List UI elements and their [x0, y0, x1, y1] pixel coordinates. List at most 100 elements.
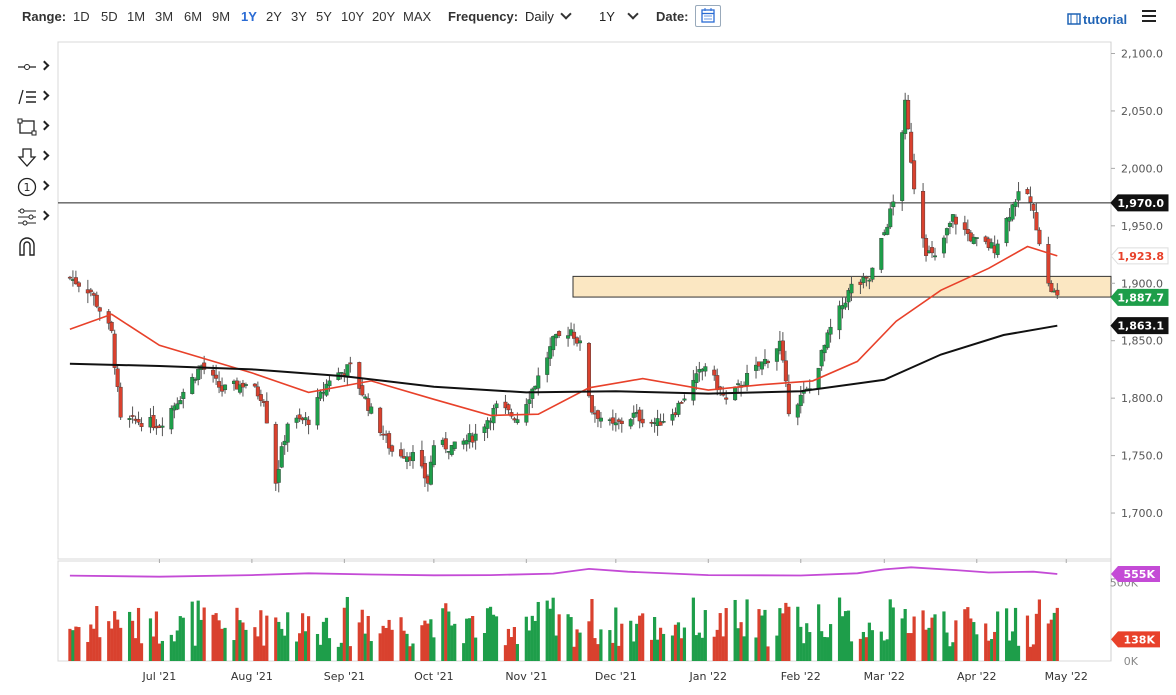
volume-bar: [253, 627, 257, 661]
volume-bar: [661, 633, 666, 661]
candle-body: [172, 405, 177, 411]
frequency-select[interactable]: Daily: [525, 8, 572, 24]
candle-body: [363, 396, 368, 399]
date-picker-button[interactable]: [695, 5, 721, 27]
candle-body: [303, 417, 308, 421]
candle-body: [297, 414, 302, 419]
candle-body: [1052, 290, 1057, 293]
indicator-tool[interactable]: [16, 206, 50, 228]
range-3y[interactable]: 3Y: [291, 9, 307, 24]
volume-bar: [295, 641, 299, 661]
candle-body: [822, 344, 827, 354]
candle: [91, 291, 96, 306]
volume-bar: [303, 631, 308, 661]
candle: [348, 356, 353, 373]
range-max[interactable]: MAX: [403, 9, 432, 24]
candle-body: [1016, 191, 1021, 201]
volume-bar: [700, 637, 704, 661]
candle-body: [595, 410, 600, 419]
range-1m[interactable]: 1M: [127, 9, 146, 24]
drawing-tools[interactable]: [16, 86, 50, 108]
candle-body: [697, 369, 702, 373]
candle: [220, 377, 225, 397]
candle-body: [190, 376, 195, 394]
volume-bar: [220, 628, 224, 661]
candle: [718, 385, 723, 396]
candle-body: [452, 441, 457, 449]
volume-bar: [864, 637, 868, 661]
x-tick-label: Aug '21: [231, 670, 273, 683]
candle: [139, 417, 144, 432]
candle-body: [661, 421, 666, 423]
candle: [106, 308, 111, 330]
candle: [452, 441, 457, 451]
tutorial-link[interactable]: tutorial: [1067, 12, 1127, 27]
volume-bar: [86, 641, 90, 661]
range-6m[interactable]: 6M: [184, 9, 203, 24]
crosshair-tool[interactable]: [16, 56, 50, 78]
candle: [494, 400, 499, 417]
candle-body: [607, 419, 612, 421]
candle-body: [858, 281, 863, 285]
candle: [697, 361, 702, 382]
volume-bar: [211, 614, 215, 661]
volume-bar: [715, 629, 719, 661]
range-5y[interactable]: 5Y: [316, 9, 332, 24]
volume-label-box: [1111, 631, 1160, 648]
range-5d[interactable]: 5D: [101, 9, 118, 24]
magnet-tool[interactable]: [16, 236, 50, 258]
candle: [640, 409, 645, 428]
hamburger-menu-icon[interactable]: [1142, 10, 1156, 24]
range-9m[interactable]: 9M: [212, 9, 231, 24]
volume-bar: [718, 613, 722, 661]
candle-body: [193, 379, 198, 381]
candle-body: [679, 402, 684, 404]
volume-bar: [679, 638, 684, 661]
price-label-box: [1110, 247, 1169, 265]
candle: [837, 300, 842, 340]
volume-bar: [423, 620, 427, 661]
candle-body: [282, 440, 287, 446]
volume-bar: [1028, 646, 1033, 661]
x-tick-label: Nov '21: [505, 670, 547, 683]
candle-body: [974, 237, 979, 239]
range-10y[interactable]: 10Y: [341, 9, 365, 24]
annotation-tool[interactable]: 1: [16, 176, 50, 198]
candle: [944, 227, 949, 244]
candle-body: [97, 307, 102, 312]
volume-tick-label: 500K: [1110, 577, 1139, 590]
moving-average-line: [69, 324, 1058, 395]
volume-bar: [733, 599, 737, 661]
volume-bar: [987, 640, 991, 661]
candle-body: [879, 237, 884, 270]
candle: [1046, 236, 1051, 287]
range-1d[interactable]: 1D: [73, 9, 90, 24]
range-3m[interactable]: 3M: [155, 9, 174, 24]
candle-body: [178, 400, 183, 405]
y-tick-label: 1,900.0: [1121, 277, 1163, 290]
range-1y[interactable]: 1Y: [241, 9, 257, 24]
fibonacci-icon: [18, 208, 36, 226]
period-select[interactable]: 1Y: [599, 8, 639, 24]
candle: [909, 122, 914, 164]
frequency-label: Frequency:: [448, 9, 519, 24]
candle: [446, 451, 451, 460]
arrow-tool[interactable]: [16, 146, 50, 168]
volume-bar: [724, 608, 728, 661]
candle-body: [109, 322, 114, 332]
range-2y[interactable]: 2Y: [266, 9, 282, 24]
candle: [995, 239, 1000, 258]
volume-bar: [378, 633, 382, 661]
candle-body: [276, 469, 281, 483]
volume-bar: [274, 617, 278, 661]
candle-body: [670, 414, 675, 421]
volume-bar: [357, 622, 361, 661]
candle-body: [422, 463, 427, 479]
volume-bar: [805, 623, 809, 661]
candle-body: [175, 403, 180, 410]
shape-tool[interactable]: [16, 116, 50, 138]
candle-body: [628, 419, 633, 427]
candle: [840, 296, 845, 319]
candle-body: [807, 388, 812, 390]
range-20y[interactable]: 20Y: [372, 9, 396, 24]
